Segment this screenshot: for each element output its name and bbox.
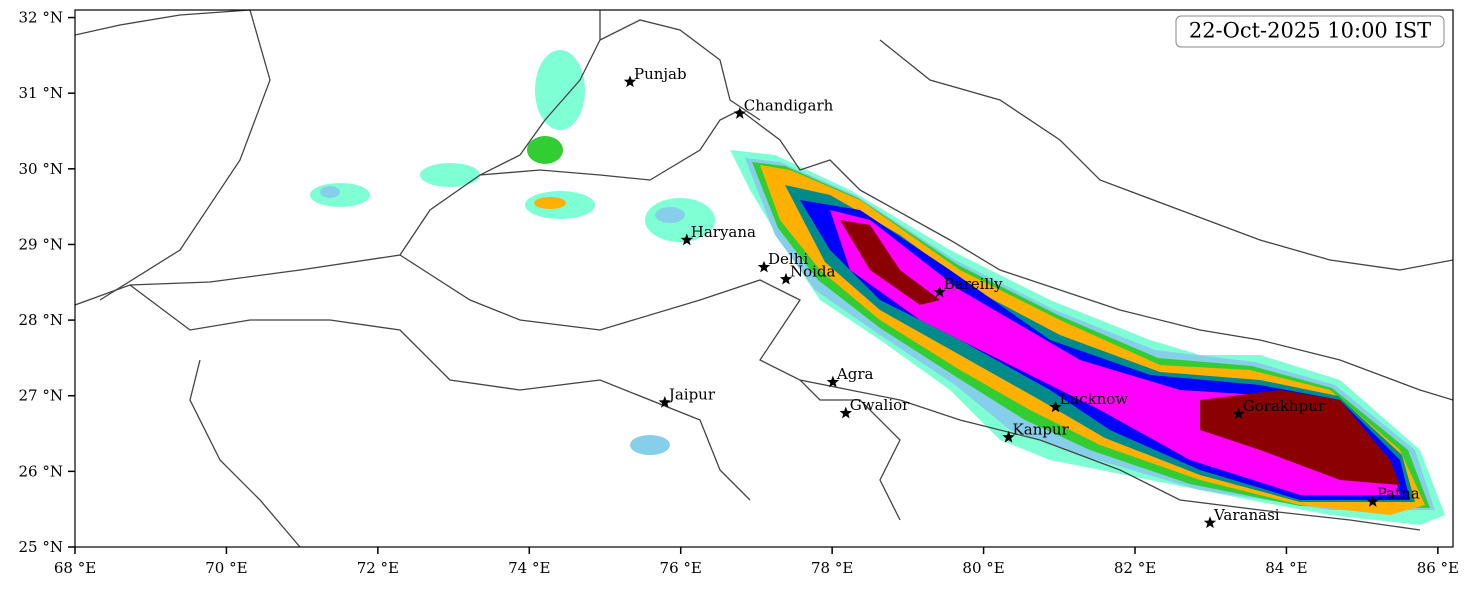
city-label: Kanpur [1013,420,1070,438]
city-marker [757,260,771,273]
city-label: Haryana [691,223,756,241]
city-label: Bareilly [944,275,1003,293]
x-tick-label: 78 °E [811,559,853,577]
city-marker [1049,400,1062,413]
y-tick-label: 30 °N [19,160,63,178]
city-marker [839,406,852,419]
y-tick-label: 29 °N [19,235,63,253]
precipitation-shading [310,50,1445,525]
city-label: Patna [1377,485,1420,503]
city-marker [779,272,793,285]
city-marker [933,285,946,298]
city-marker [1366,495,1379,507]
boundaries [75,10,1453,547]
x-tick-label: 82 °E [1114,559,1156,577]
x-tick-label: 80 °E [962,559,1004,577]
y-tick-label: 32 °N [19,9,63,27]
x-tick-label: 74 °E [508,559,550,577]
city-marker [623,75,637,88]
city-label: Noida [790,262,836,280]
city-marker [1232,407,1245,420]
city-marker [658,396,671,408]
city-label: Gorakhpur [1243,397,1326,415]
city-marker [826,375,840,388]
map-frame [74,9,1454,548]
x-tick-label: 86 °E [1417,559,1459,577]
y-tick-label: 28 °N [19,311,63,329]
x-tick-label: 72 °E [357,559,399,577]
city-label: Chandigarh [744,97,834,115]
y-tick-label: 27 °N [19,387,63,405]
city-label: Jaipur [667,386,716,404]
city-label: Agra [836,365,874,383]
city-marker [1203,516,1217,529]
city-marker [680,233,693,246]
city-label: Delhi [768,250,808,268]
x-tick-label: 84 °E [1265,559,1307,577]
y-tick-label: 26 °N [19,462,63,480]
map-title: 22-Oct-2025 10:00 IST [1189,19,1431,43]
x-tick-label: 76 °E [660,559,702,577]
y-tick-label: 31 °N [19,84,63,102]
city-label: Punjab [634,65,687,83]
x-tick-label: 68 °E [54,559,96,577]
city-label: Gwalior [850,396,910,414]
city-label: Lucknow [1060,390,1129,408]
city-marker [1002,430,1015,443]
y-tick-label: 25 °N [19,538,63,556]
city-marker [733,107,746,119]
city-label: Varanasi [1213,506,1280,524]
x-tick-label: 70 °E [205,559,247,577]
title-box [1175,15,1445,48]
